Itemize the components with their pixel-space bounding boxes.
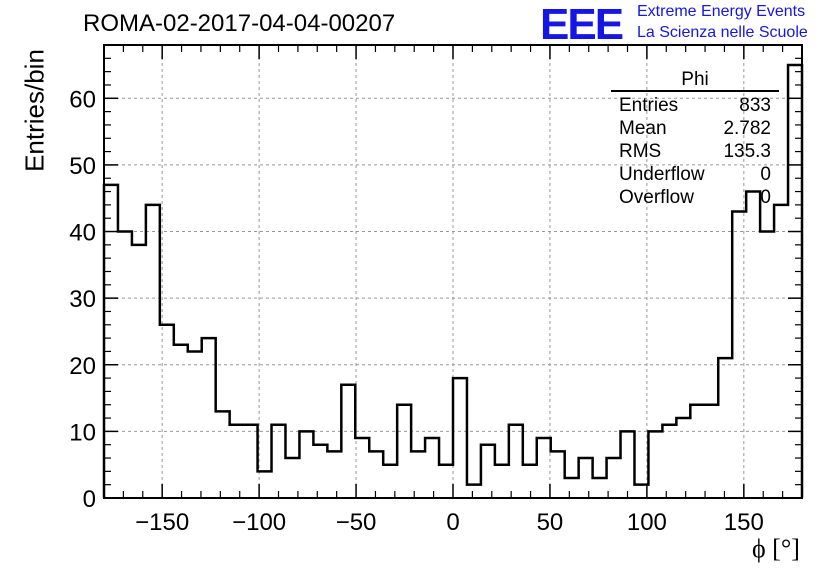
x-axis-label: ϕ [°] [752,534,800,563]
stats-value: 0 [760,187,771,208]
stats-title: Phi [611,70,779,92]
y-tick-label: 60 [69,86,96,113]
stats-row-mean: Mean 2.782 [611,117,779,140]
eee-logo: EEE [540,0,624,49]
x-tick-label: −50 [336,509,377,536]
histogram-step-line [102,63,804,498]
stats-value: 0 [760,164,771,185]
y-tick-label: 50 [69,153,96,180]
x-tick-label: −150 [135,509,189,536]
stats-box: Phi Entries 833 Mean 2.782 RMS 135.3 Und… [611,70,779,209]
axis-ticks [104,45,802,499]
logo-line-2: La Scienza nelle Scuole [637,24,808,41]
x-tick-label: −100 [232,509,286,536]
y-tick-label: 40 [69,220,96,247]
stats-label: Mean [619,118,667,139]
x-tick-label: 100 [627,509,667,536]
stats-value: 135.3 [723,141,771,162]
stats-label: Underflow [619,164,705,185]
stats-label: RMS [619,141,662,162]
chart-title: ROMA-02-2017-04-04-00207 [83,10,396,37]
y-tick-label: 0 [83,486,96,513]
x-tick-label: 150 [724,509,764,536]
x-tick-label: 0 [446,509,459,536]
stats-label: Entries [619,95,679,116]
stats-row-overflow: Overflow 0 [611,186,779,209]
stats-row-rms: RMS 135.3 [611,140,779,163]
logo-line-1: Extreme Energy Events [637,3,806,20]
stats-value: 2.782 [723,118,771,139]
y-tick-label: 10 [69,419,96,446]
y-tick-label: 20 [69,353,96,380]
y-axis-label: Entries/bin [19,49,50,172]
stats-row-entries: Entries 833 [611,94,779,117]
stats-row-underflow: Underflow 0 [611,163,779,186]
y-tick-label: 30 [69,286,96,313]
tick-labels: −150 −100 −50 0 50 100 150 0 10 20 30 40 50 60 [69,86,764,536]
x-tick-label: 50 [537,509,564,536]
stats-label: Overflow [619,187,694,208]
stats-value: 833 [739,95,771,116]
